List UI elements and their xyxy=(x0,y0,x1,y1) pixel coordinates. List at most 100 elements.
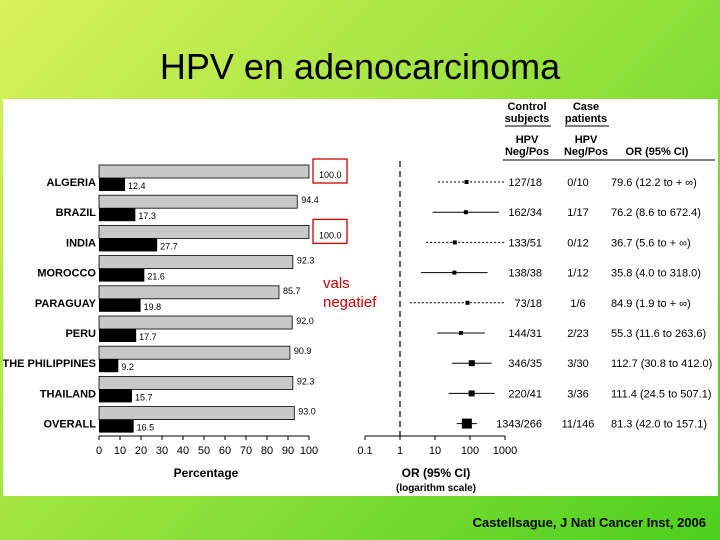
bar-label-negative-india: 100.0 xyxy=(319,230,342,240)
bar-x-tick-40: 40 xyxy=(177,445,189,457)
bar-x-axis-title: Percentage xyxy=(174,466,239,480)
bar-label-negative-the-philippines: 90.9 xyxy=(294,346,312,356)
bar-label-negative-paraguay: 85.7 xyxy=(283,286,301,296)
header-or-ci: OR (95% CI) xyxy=(626,146,689,158)
row-label-morocco: MOROCCO xyxy=(37,268,96,280)
table-cell-paraguay-2: 84.9 (1.9 to + ∞) xyxy=(611,298,691,310)
forest-point-peru xyxy=(458,331,463,335)
bar-negative-paraguay xyxy=(98,285,280,300)
citation: Castellsague, J Natl Cancer Inst, 2006 xyxy=(472,515,706,530)
table-cell-morocco-1: 1/12 xyxy=(567,268,588,280)
row-label-india: INDIA xyxy=(66,237,96,249)
forest-figure: Control subjects Case patients HPV Neg/P… xyxy=(2,101,715,494)
bar-negative-thailand xyxy=(98,375,294,390)
bar-positive-overall xyxy=(99,419,134,433)
bar-positive-brazil xyxy=(99,208,136,222)
header-control-subjects-2: subjects xyxy=(505,113,550,125)
bar-x-tick-100: 100 xyxy=(300,445,318,457)
bar-x-tick-60: 60 xyxy=(219,445,231,457)
table-cell-morocco-0: 138/38 xyxy=(508,268,542,280)
slide-title: HPV en adenocarcinoma xyxy=(159,46,561,87)
bar-label-negative-overall: 93.0 xyxy=(298,407,316,417)
bar-negative-brazil xyxy=(98,194,298,209)
header-hpv-control-2: Neg/Pos xyxy=(505,146,549,158)
row-label-overall: OVERALL xyxy=(43,419,96,431)
highlight-box-india xyxy=(312,218,348,245)
header-control-subjects-1: Control xyxy=(507,101,546,113)
bar-positive-the-philippines xyxy=(99,359,119,373)
bar-label-positive-brazil: 17.3 xyxy=(138,211,156,221)
header-case-patients-2: patients xyxy=(565,113,607,125)
forest-point-india xyxy=(452,240,457,245)
table-cell-thailand-0: 220/41 xyxy=(508,388,542,400)
annotation-vals: vals xyxy=(323,275,350,292)
row-label-paraguay: PARAGUAY xyxy=(35,298,97,310)
bar-label-positive-algeria: 12.4 xyxy=(128,181,146,191)
bar-label-positive-overall: 16.5 xyxy=(137,423,155,433)
counts-table: 127/18 0/10 79.6 (12.2 to + ∞) 162/34 1/17 76… xyxy=(496,177,712,431)
bar-x-tick-0: 0 xyxy=(96,445,102,457)
bar-x-tick-80: 80 xyxy=(261,445,273,457)
row-label-thailand: THAILAND xyxy=(40,388,96,400)
bar-negative-india xyxy=(98,225,310,239)
forest-x-tick-0-1: 0.1 xyxy=(357,445,372,457)
bar-label-negative-morocco: 92.3 xyxy=(297,256,315,266)
forest-x-tick-1: 1 xyxy=(397,445,403,457)
table-cell-overall-1: 11/146 xyxy=(562,419,595,431)
header-hpv-case-2: Neg/Pos xyxy=(564,146,608,158)
table-cell-algeria-2: 79.6 (12.2 to + ∞) xyxy=(611,177,697,189)
table-cell-india-2: 36.7 (5.6 to + ∞) xyxy=(611,237,691,249)
bar-x-tick-70: 70 xyxy=(240,445,252,457)
bar-x-tick-30: 30 xyxy=(156,445,168,457)
forest-x-axis-title: OR (95% CI) xyxy=(402,466,471,480)
bar-negative-peru xyxy=(98,315,293,330)
bar-x-tick-10: 10 xyxy=(114,445,126,457)
bar-label-positive-peru: 17.7 xyxy=(139,332,157,342)
forest-point-paraguay xyxy=(465,300,470,305)
table-cell-brazil-0: 162/34 xyxy=(508,207,542,219)
bar-label-negative-peru: 92.0 xyxy=(296,316,314,326)
table-cell-brazil-1: 1/17 xyxy=(567,207,588,219)
bar-negative-overall xyxy=(98,406,295,421)
table-cell-india-0: 133/51 xyxy=(508,237,542,249)
table-cell-thailand-2: 111.4 (24.5 to 507.1) xyxy=(611,388,712,400)
odds-ratio-forest-plot: 0.1 1 10 100 1000 OR (95% CI) (logarithm scale… xyxy=(357,161,517,494)
forest-point-brazil xyxy=(463,210,468,215)
bar-negative-algeria xyxy=(98,164,310,179)
table-cell-morocco-2: 35.8 (4.0 to 318.0) xyxy=(611,268,701,280)
bar-label-positive-paraguay: 19.8 xyxy=(144,302,162,312)
bar-label-positive-thailand: 15.7 xyxy=(135,392,153,402)
bar-positive-thailand xyxy=(99,389,132,403)
bar-label-negative-algeria: 100.0 xyxy=(319,170,342,180)
bar-positive-india xyxy=(99,238,158,252)
table-cell-paraguay-0: 73/18 xyxy=(514,298,542,310)
bar-label-positive-morocco: 21.6 xyxy=(147,272,165,282)
bar-label-positive-the-philippines: 9.2 xyxy=(121,362,134,372)
table-cell-the-philippines-1: 3/30 xyxy=(567,358,588,370)
row-label-peru: PERU xyxy=(65,328,96,340)
bar-negative-morocco xyxy=(98,255,294,270)
bar-label-positive-india: 27.7 xyxy=(160,241,178,251)
forest-point-the-philippines xyxy=(468,360,475,367)
header-hpv-case-1: HPV xyxy=(575,134,598,146)
forest-x-axis-note: (logarithm scale) xyxy=(396,483,476,494)
row-label-the-philippines: THE PHILIPPINES xyxy=(3,358,96,370)
header-hpv-control-1: HPV xyxy=(516,134,539,146)
table-cell-india-1: 0/12 xyxy=(567,237,588,249)
bar-positive-paraguay xyxy=(99,298,141,312)
figure-panel: Control subjects Case patients HPV Neg/P… xyxy=(2,99,718,496)
forest-x-tick-1000: 1000 xyxy=(493,445,517,457)
forest-point-morocco xyxy=(452,270,457,275)
annotation-negatief: negatief xyxy=(323,294,377,311)
highlight-box-algeria xyxy=(312,158,348,184)
row-label-algeria: ALGERIA xyxy=(47,177,97,189)
bar-x-tick-20: 20 xyxy=(135,445,147,457)
bar-label-negative-thailand: 92.3 xyxy=(297,376,315,386)
bar-x-tick-90: 90 xyxy=(282,445,294,457)
percentage-bar-chart: ALGERIA 100.0 12.4 BRAZIL 94.4 17.3 INDIA 100.0… xyxy=(2,158,348,480)
table-cell-overall-2: 81.3 (42.0 to 157.1) xyxy=(611,419,707,431)
table-cell-brazil-2: 76.2 (8.6 to 672.4) xyxy=(611,207,701,219)
forest-point-algeria xyxy=(464,180,469,184)
bar-positive-algeria xyxy=(99,178,126,191)
forest-x-tick-100: 100 xyxy=(461,445,479,457)
